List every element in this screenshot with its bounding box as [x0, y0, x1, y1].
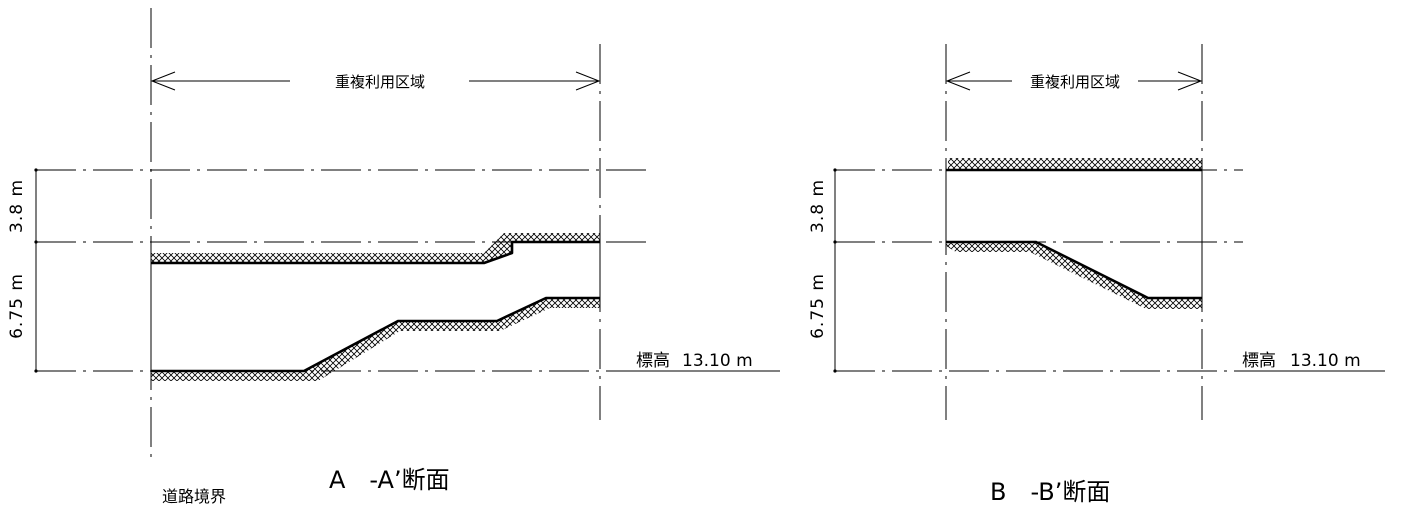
- section-a-span-arrow: [150, 71, 601, 91]
- section-a-span-label: 重複利用区域: [335, 73, 425, 91]
- section-a-upper-hatch: [151, 233, 600, 263]
- section-a-road-boundary-label: 道路境界: [162, 487, 226, 506]
- section-b-top-hatch: [948, 158, 1202, 170]
- section-a-upper-profile: [151, 240, 600, 265]
- section-b-dimension-upper: 3.8 m: [808, 179, 828, 233]
- section-b-lower-profile: [946, 240, 1202, 300]
- section-a-dimension-line: [34, 168, 38, 373]
- section-b-lower-hatch: [946, 242, 1202, 309]
- section-a-lower-profile: [151, 296, 600, 373]
- section-a-title: A -A’断面: [329, 466, 450, 494]
- section-b-span-arrow: [945, 71, 1203, 91]
- section-a-dimension-upper: 3.8 m: [7, 179, 27, 233]
- section-b-title: B -B’断面: [990, 478, 1110, 506]
- section-a-elevation-value: 13.10 m: [682, 351, 753, 371]
- section-a-lower-hatch: [151, 298, 600, 381]
- section-b-dimension-line: [833, 168, 837, 373]
- section-a-dimension-lower: 6.75 m: [7, 273, 27, 339]
- section-b-span-label: 重複利用区域: [1030, 73, 1120, 91]
- section-b-dimension-lower: 6.75 m: [808, 273, 828, 339]
- section-a-elevation-label: 標高: [636, 351, 670, 371]
- section-a: 重複利用区域 3.8 m 6.75 m 標高 13.10 m 道路境界 A -A…: [7, 8, 780, 506]
- section-b-elevation-value: 13.10 m: [1290, 351, 1361, 371]
- section-b-elevation-label: 標高: [1242, 351, 1276, 371]
- section-b: 重複利用区域 3.8 m 6.75 m 標高 13.10 m B -B’断面: [808, 44, 1385, 506]
